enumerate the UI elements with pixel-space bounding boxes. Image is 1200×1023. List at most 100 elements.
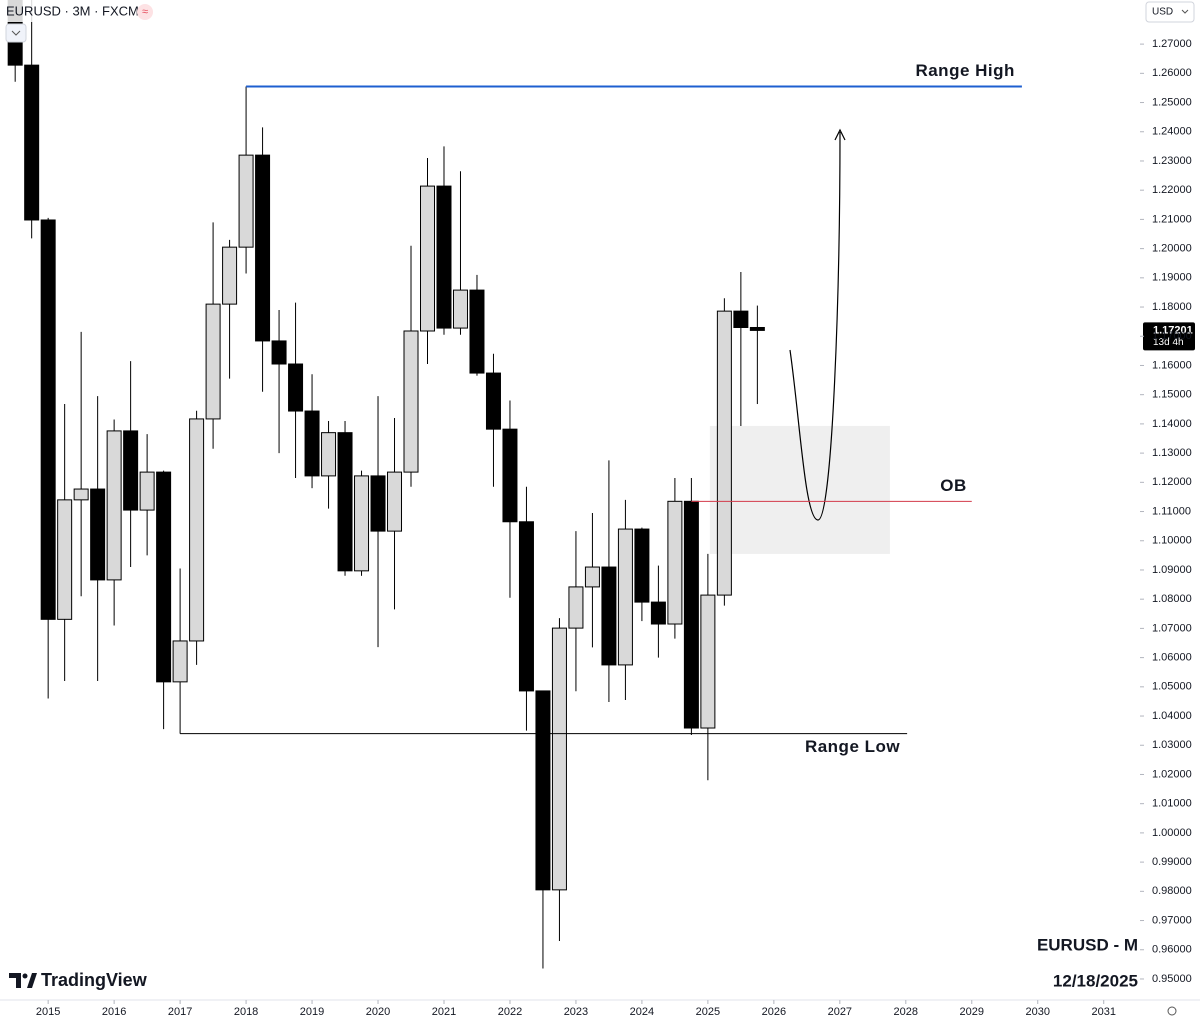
y-tick-label: 0.98000 (1152, 885, 1192, 897)
x-tick-label: 2025 (696, 1006, 720, 1018)
y-tick-label: 1.19000 (1152, 272, 1192, 284)
x-tick-label: 2029 (960, 1006, 984, 1018)
candle-body (40, 219, 56, 620)
candle-body (172, 640, 188, 683)
y-tick-label: 1.25000 (1152, 96, 1192, 108)
y-tick-label: 1.00000 (1152, 827, 1192, 839)
currency-button[interactable] (1145, 1, 1195, 23)
candle-body (420, 185, 435, 332)
last-price-label: 1.17201 (1153, 324, 1193, 336)
y-tick-label: 1.17000 (1152, 330, 1192, 342)
x-tick-label: 2022 (498, 1006, 522, 1018)
y-tick-label: 1.21000 (1152, 213, 1192, 225)
candle-body (749, 326, 765, 331)
candle-body (551, 627, 567, 891)
candle-body (436, 185, 452, 329)
y-tick-label: 1.04000 (1152, 710, 1192, 722)
candle-body (156, 471, 172, 683)
countdown-label: 13d 4h (1153, 337, 1184, 348)
y-tick-label: 0.96000 (1152, 944, 1192, 956)
candle-body (354, 475, 370, 572)
y-tick-label: 1.05000 (1152, 681, 1192, 693)
x-tick-label: 2015 (36, 1006, 60, 1018)
candle-body (304, 410, 320, 477)
candle-body (222, 246, 238, 305)
y-tick-label: 1.26000 (1152, 67, 1192, 79)
candle-body (139, 471, 155, 511)
level-label: OB (940, 476, 967, 495)
x-tick-label: 2020 (366, 1006, 390, 1018)
x-tick-label: 2018 (234, 1006, 258, 1018)
candle-body (650, 601, 666, 625)
candle-body (733, 310, 749, 328)
x-tick-label: 2024 (630, 1006, 654, 1018)
candle-body (106, 430, 122, 581)
y-tick-label: 1.24000 (1152, 126, 1192, 138)
candle-body (518, 521, 534, 692)
y-tick-label: 1.27000 (1152, 38, 1192, 50)
status-icon (137, 4, 153, 20)
x-tick-label: 2016 (102, 1006, 126, 1018)
currency-chevron (1181, 9, 1189, 14)
y-tick-label: 1.07000 (1152, 622, 1192, 634)
candle-body (700, 594, 716, 729)
level-label: Range Low (805, 737, 900, 756)
candle-body (57, 499, 73, 620)
y-tick-label: 1.06000 (1152, 652, 1192, 664)
x-tick-label: 2019 (300, 1006, 324, 1018)
candle-body (189, 418, 205, 642)
candle-body (584, 566, 600, 588)
y-tick-label: 0.97000 (1152, 914, 1192, 926)
candle-body (568, 586, 584, 629)
order-block-zone (709, 425, 890, 554)
y-tick-label: 1.20000 (1152, 243, 1192, 255)
candle-body (337, 432, 353, 572)
candle-body (238, 154, 254, 248)
y-tick-label: 1.12000 (1152, 476, 1192, 488)
y-tick-label: 1.13000 (1152, 447, 1192, 459)
y-tick-label: 1.09000 (1152, 564, 1192, 576)
level-label: Range High (915, 61, 1014, 80)
candle-body (123, 430, 139, 511)
candle-body (370, 475, 386, 532)
candle-body (502, 428, 518, 523)
candle-body (601, 566, 617, 666)
plot-area (7, 0, 890, 969)
x-tick-label: 2030 (1026, 1006, 1050, 1018)
candle-body (321, 432, 337, 477)
brand-logo: TradingView (9, 970, 148, 990)
y-tick-label: 1.22000 (1152, 184, 1192, 196)
candle-body (288, 363, 304, 412)
y-tick-label: 1.11000 (1152, 505, 1191, 517)
candle-body (255, 154, 271, 342)
candle-body (716, 310, 732, 596)
projection-path (789, 131, 841, 521)
y-tick-label: 0.99000 (1152, 856, 1192, 868)
y-tick-label: 1.01000 (1152, 798, 1192, 810)
collapse-chevron (11, 30, 21, 36)
candle-body (634, 528, 650, 603)
watermark-symbol: EURUSD - M (1037, 935, 1138, 954)
y-tick-label: 1.03000 (1152, 739, 1192, 751)
x-tick-label: 2017 (168, 1006, 192, 1018)
y-tick-label: 1.10000 (1152, 535, 1192, 547)
y-tick-label: 1.08000 (1152, 593, 1192, 605)
x-tick-label: 2031 (1091, 1006, 1115, 1018)
candle-body (271, 340, 287, 365)
x-tick-label: 2023 (564, 1006, 588, 1018)
y-tick-label: 1.02000 (1152, 768, 1192, 780)
last-price-box (1143, 322, 1195, 351)
logo-dot (22, 973, 28, 979)
x-tick-label: 2026 (762, 1006, 786, 1018)
candle-body (403, 330, 419, 473)
projection-arrowhead (834, 128, 846, 141)
collapse-button[interactable] (5, 23, 27, 43)
candle-body (24, 64, 40, 221)
watermark-date: 12/18/2025 (1053, 971, 1138, 990)
x-tick-label: 2028 (894, 1006, 918, 1018)
settings-button[interactable] (1167, 1006, 1177, 1016)
y-tick-label: 0.95000 (1152, 973, 1192, 985)
x-tick-label: 2027 (828, 1006, 852, 1018)
candle-body (617, 528, 633, 666)
